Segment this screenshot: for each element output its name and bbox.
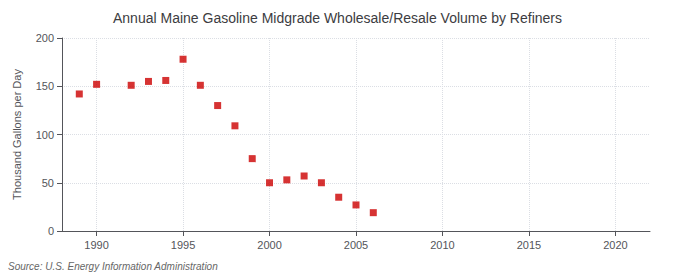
svg-text:50: 50 <box>42 177 54 189</box>
svg-text:2000: 2000 <box>257 239 281 251</box>
svg-text:Source: U.S. Energy Informatio: Source: U.S. Energy Information Administ… <box>8 261 218 272</box>
svg-text:150: 150 <box>36 80 54 92</box>
svg-text:2020: 2020 <box>603 239 627 251</box>
svg-text:Thousand Gallons per Day: Thousand Gallons per Day <box>11 69 23 200</box>
svg-text:Annual Maine Gasoline Midgrade: Annual Maine Gasoline Midgrade Wholesale… <box>113 10 562 26</box>
svg-text:100: 100 <box>36 129 54 141</box>
svg-text:2015: 2015 <box>517 239 541 251</box>
svg-text:2010: 2010 <box>430 239 454 251</box>
svg-text:2005: 2005 <box>344 239 368 251</box>
svg-text:0: 0 <box>48 225 54 237</box>
svg-text:1995: 1995 <box>171 239 195 251</box>
svg-text:1990: 1990 <box>84 239 108 251</box>
svg-text:200: 200 <box>36 32 54 44</box>
